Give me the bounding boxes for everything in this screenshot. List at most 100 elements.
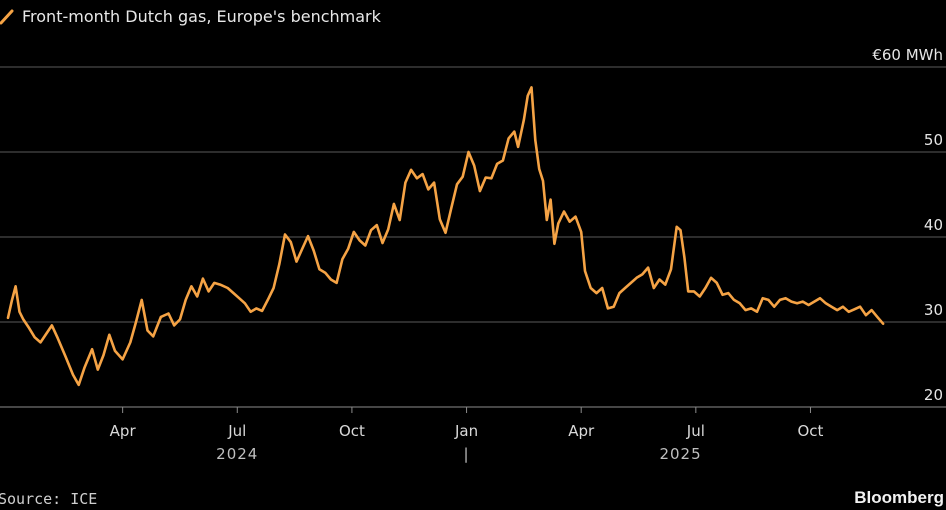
- data-point: [485, 177, 486, 178]
- data-point: [399, 219, 400, 220]
- data-point: [659, 279, 660, 280]
- data-point: [474, 165, 475, 166]
- data-point: [542, 180, 543, 181]
- data-point: [693, 291, 694, 292]
- data-point: [871, 310, 872, 311]
- data-point: [607, 308, 608, 309]
- data-point: [92, 349, 93, 350]
- data-point: [239, 298, 240, 299]
- data-point: [11, 300, 12, 301]
- data-point: [590, 287, 591, 288]
- data-point: [65, 355, 66, 356]
- data-point: [642, 274, 643, 275]
- data-point: [462, 176, 463, 177]
- year-label: |: [464, 445, 470, 463]
- data-point: [168, 313, 169, 314]
- data-point: [531, 87, 532, 88]
- data-point: [739, 303, 740, 304]
- data-point: [179, 319, 180, 320]
- data-point: [439, 219, 440, 220]
- data-point: [854, 309, 855, 310]
- data-point: [722, 294, 723, 295]
- data-point: [636, 277, 637, 278]
- data-point: [160, 316, 161, 317]
- data-point: [728, 293, 729, 294]
- data-point: [388, 229, 389, 230]
- x-tick-label: Jul: [227, 422, 246, 440]
- data-point: [558, 223, 559, 224]
- data-point: [103, 355, 104, 356]
- data-point: [147, 330, 148, 331]
- data-point: [825, 303, 826, 304]
- data-point: [34, 337, 35, 338]
- legend-line-icon: [0, 9, 14, 25]
- data-point: [336, 282, 337, 283]
- data-point: [220, 284, 221, 285]
- data-point: [808, 304, 809, 305]
- data-point: [716, 282, 717, 283]
- x-tick-label: Apr: [568, 422, 595, 440]
- data-point: [613, 306, 614, 307]
- data-point: [768, 299, 769, 300]
- data-point: [267, 299, 268, 300]
- data-point: [330, 279, 331, 280]
- data-point: [393, 203, 394, 204]
- data-point: [348, 248, 349, 249]
- data-point: [527, 95, 528, 96]
- year-labels: 2024 | 2025: [216, 445, 701, 463]
- data-point: [569, 221, 570, 222]
- data-point: [779, 299, 780, 300]
- data-point: [584, 270, 585, 271]
- x-tick-label: Jan: [454, 422, 478, 440]
- data-point: [353, 231, 354, 232]
- data-point: [554, 243, 555, 244]
- data-point: [581, 231, 582, 232]
- y-tick-label: €60 MWh: [872, 46, 943, 64]
- data-point: [630, 282, 631, 283]
- data-point: [313, 250, 314, 251]
- data-point: [699, 296, 700, 297]
- data-point: [684, 257, 685, 258]
- y-axis-ticks: 20 30 40 50 €60 MWh: [872, 46, 943, 404]
- series-line-dutch-gas: [6, 86, 885, 387]
- data-point: [831, 306, 832, 307]
- data-point: [214, 282, 215, 283]
- series-layer: [6, 86, 885, 387]
- data-point: [256, 308, 257, 309]
- data-point: [837, 310, 838, 311]
- data-point: [262, 310, 263, 311]
- gridlines: [0, 66, 946, 408]
- data-point: [791, 301, 792, 302]
- data-point: [191, 286, 192, 287]
- data-point: [51, 325, 52, 326]
- data-point: [508, 138, 509, 139]
- data-point: [15, 286, 16, 287]
- data-point: [451, 208, 452, 209]
- data-point: [319, 269, 320, 270]
- y-tick-label: 30: [924, 301, 943, 319]
- data-point: [185, 299, 186, 300]
- data-point: [250, 311, 251, 312]
- data-point: [785, 298, 786, 299]
- data-point: [97, 369, 98, 370]
- data-point: [865, 315, 866, 316]
- data-point: [153, 336, 154, 337]
- data-point: [197, 296, 198, 297]
- data-point: [563, 211, 564, 212]
- data-point: [877, 316, 878, 317]
- data-point: [302, 248, 303, 249]
- data-point: [141, 299, 142, 300]
- data-point: [518, 146, 519, 147]
- data-point: [883, 323, 884, 324]
- data-point: [325, 272, 326, 273]
- x-tick-label: Oct: [797, 422, 823, 440]
- data-point: [688, 291, 689, 292]
- data-point: [497, 163, 498, 164]
- data-point: [705, 287, 706, 288]
- year-label: 2025: [659, 445, 701, 463]
- data-point: [819, 298, 820, 299]
- x-axis-ticks: Apr Jul Oct Jan Apr Jul Oct: [110, 407, 824, 440]
- x-tick-label: Jul: [686, 422, 705, 440]
- data-point: [227, 287, 228, 288]
- y-tick-label: 50: [924, 131, 943, 149]
